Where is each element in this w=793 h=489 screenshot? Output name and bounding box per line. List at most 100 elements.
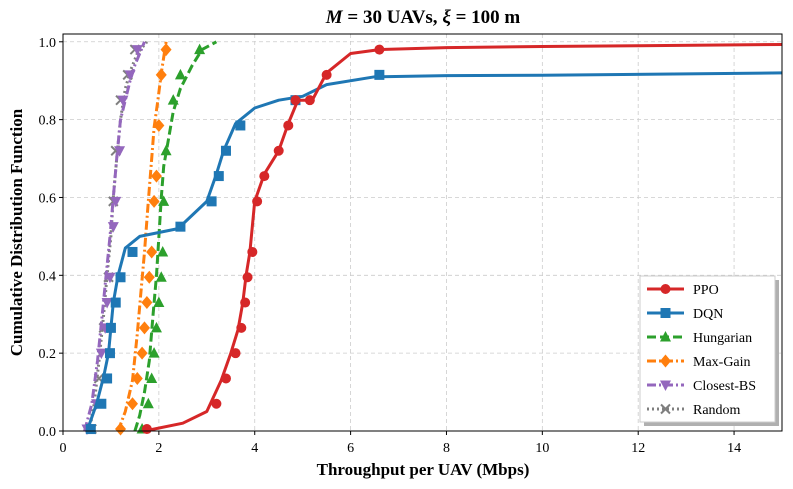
data-point-max-gain [148,194,160,208]
legend-label-random: Random [693,403,741,418]
x-tick-label: 12 [631,441,645,456]
legend-item-dqn: DQN [647,307,723,322]
data-point-ppo [242,272,253,283]
data-point-ppo [273,145,284,156]
legend-item-closest-bs: Closest-BS [647,379,756,394]
data-point-max-gain [143,270,155,284]
legend-box [639,275,776,423]
y-tick-label: 1.0 [39,36,57,51]
legend-marker-dqn [660,308,671,318]
data-point-max-gain [131,371,143,385]
series-line-ppo [144,43,783,433]
data-point-dqn [220,145,231,156]
data-point-hungarian [150,321,162,333]
data-point-ppo [283,120,294,131]
data-point-ppo [374,44,385,55]
data-point-dqn [96,398,107,409]
legend-marker-closest-bs [660,380,671,391]
title-text-2: = 100 m [451,7,521,28]
legend-label-closest-bs: Closest-BS [693,379,756,394]
series-hungarian [133,40,218,434]
legend-marker-random [660,403,671,415]
grid-lines [63,34,782,431]
x-axis-label: Throughput per UAV (Mbps) [317,460,530,479]
x-tick-label: 0 [60,441,67,456]
y-tick-label: 0.0 [39,425,57,440]
data-point-dqn [105,322,116,333]
data-point-closest-bs [110,196,122,208]
axis-ticks: 0 2 4 6 8 10 12 14 0.0 0.2 0.4 0.6 0.8 1.0 [39,36,742,456]
legend-label-dqn: DQN [693,307,723,322]
legend-marker-ppo [660,284,671,294]
data-point-hungarian [142,397,154,409]
data-point-hungarian [148,347,160,358]
legend-label-hungarian: Hungarian [693,331,752,346]
data-point-max-gain [153,118,165,132]
data-point-ppo [220,373,231,384]
y-tick-label: 0.8 [39,114,57,129]
data-point-dqn [213,171,224,182]
data-point-ppo [230,348,241,359]
data-point-hungarian [174,68,186,80]
data-point-closest-bs [95,348,107,360]
data-point-ppo [247,246,258,257]
series-max-gain [115,41,172,436]
series-line-max-gain [116,41,168,432]
legend-item-random: Random [647,403,741,418]
data-point-dqn [175,221,186,232]
series-line-closest-bs [83,41,146,432]
data-point-dqn [115,272,126,283]
data-point-max-gain [141,296,153,310]
x-tick-label: 14 [727,441,741,456]
series-line-hungarian [133,40,218,432]
x-tick-label: 6 [347,441,354,456]
chart-title: M = 30 UAVs, ξ = 100 m [325,7,521,28]
data-point-dqn [235,120,246,131]
data-point-hungarian [153,296,165,308]
data-point-ppo [259,171,270,182]
data-point-dqn [374,69,385,80]
data-point-max-gain [127,397,139,411]
data-point-dqn [102,373,113,384]
data-point-max-gain [138,321,150,335]
data-point-ppo [240,297,251,308]
data-point-hungarian [155,271,167,282]
legend-marker-max-gain [660,354,671,368]
legend-marker-hungarian [660,331,671,342]
data-point-hungarian [146,372,158,383]
data-point-dqn [206,196,217,207]
data-point-ppo [236,322,247,333]
x-tick-label: 8 [443,441,450,456]
data-point-closest-bs [101,298,113,309]
legend-item-max-gain: Max-Gain [647,354,751,370]
data-point-max-gain [115,422,127,436]
legend-item-hungarian: Hungarian [647,331,752,346]
title-var-xi: ξ [442,7,451,28]
data-point-ppo [211,398,222,409]
data-point-hungarian [160,144,172,156]
data-point-dqn [104,348,115,359]
y-axis-label: Cumulative Distribution Function [7,108,26,356]
data-point-max-gain [136,346,148,360]
data-point-closest-bs [131,45,143,56]
data-point-hungarian [157,245,169,257]
data-point-max-gain [146,245,158,259]
title-text-1: = 30 UAVs, [343,7,443,28]
y-tick-label: 0.2 [39,347,57,362]
legend-item-ppo: PPO [647,283,719,298]
data-point-closest-bs [107,222,119,233]
legend-label-max-gain: Max-Gain [693,355,751,370]
data-point-ppo [304,95,315,106]
data-point-closest-bs [124,70,136,81]
y-tick-label: 0.6 [39,191,57,206]
data-point-dqn [127,246,138,257]
y-tick-label: 0.4 [39,269,57,284]
data-point-hungarian [158,195,170,206]
data-point-dqn [110,297,121,308]
series-lines [81,40,783,436]
data-point-closest-bs [114,146,126,157]
x-tick-label: 10 [535,441,549,456]
series-ppo [141,43,783,435]
data-point-dqn [85,424,96,435]
